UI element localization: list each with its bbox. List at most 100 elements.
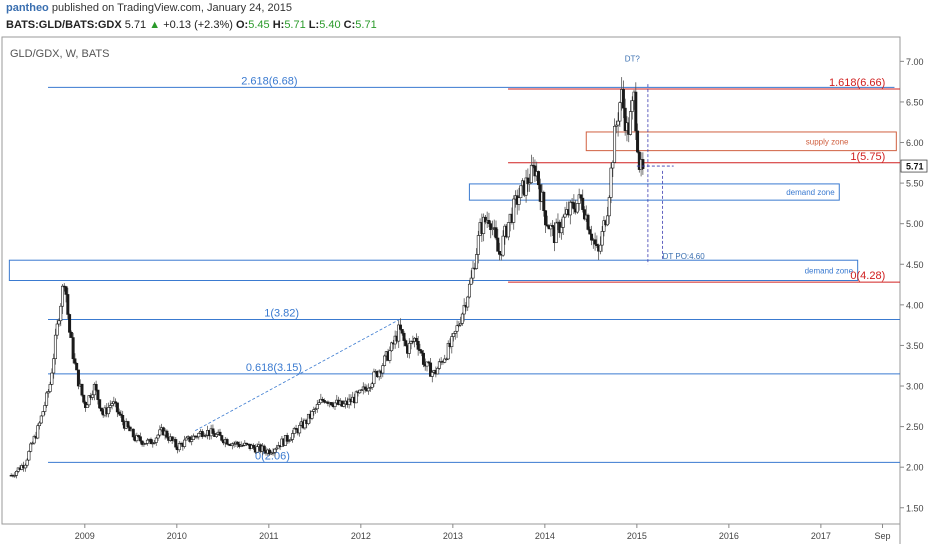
candle-body	[184, 437, 188, 441]
candle-body	[177, 442, 181, 451]
candle-body	[131, 428, 135, 438]
candle-body	[156, 434, 160, 439]
candle-body	[400, 329, 404, 334]
candle-body	[607, 197, 611, 217]
candle-body	[531, 164, 535, 167]
candle-body	[76, 369, 80, 387]
candle-body	[416, 341, 420, 350]
candle-body	[602, 220, 606, 232]
candle-body	[533, 165, 537, 177]
low-value: 5.40	[319, 19, 341, 31]
candle-body	[407, 343, 411, 354]
candle-body	[483, 216, 487, 223]
candle-body	[94, 384, 98, 391]
candle-body	[245, 442, 249, 445]
candle-body	[306, 413, 310, 424]
candle-body	[135, 435, 139, 442]
candle-body	[455, 325, 459, 332]
last-price: 5.71	[124, 19, 147, 31]
candle-body	[303, 419, 307, 429]
candle-body	[287, 440, 291, 442]
high-label: H:	[272, 19, 285, 31]
candle-body	[314, 408, 318, 410]
dt-question-label: DT?	[625, 54, 641, 63]
fib-1-line-label: 1(3.82)	[264, 307, 299, 319]
candle-body	[430, 372, 434, 377]
candle-body	[582, 209, 586, 220]
candle-body	[232, 443, 236, 445]
candle-body	[524, 177, 528, 196]
candle-body	[255, 446, 259, 453]
candle-body	[23, 464, 27, 469]
publisher-username[interactable]: pantheo	[6, 2, 49, 14]
high-value: 5.71	[284, 19, 306, 31]
candle-body	[453, 330, 457, 334]
symbol-quote-line: BATS:GLD/BATS:GDX 5.71 ▲ +0.13 (+2.3%) O…	[6, 19, 377, 31]
candle-body	[462, 304, 466, 315]
candle-body	[82, 394, 86, 403]
candle-body	[634, 91, 638, 132]
candle-body	[154, 437, 158, 443]
candle-body	[598, 244, 602, 252]
candle-body	[43, 405, 47, 412]
low-label: L:	[308, 19, 320, 31]
candle-body	[117, 411, 121, 415]
candle-body	[110, 403, 114, 406]
publish-info: published on TradingView.com, January 24…	[51, 2, 292, 14]
candle-body	[466, 296, 470, 308]
close-label: C:	[343, 19, 356, 31]
candle-body	[225, 439, 229, 445]
candle-body	[414, 337, 418, 342]
candle-body	[75, 362, 79, 371]
candle-body	[600, 231, 604, 246]
candle-body	[30, 442, 34, 445]
candle-body	[590, 233, 594, 241]
candle-body	[579, 194, 583, 199]
candle-body	[427, 361, 431, 364]
candle-body	[593, 239, 597, 245]
candle-body	[73, 358, 77, 364]
candle-body	[517, 197, 521, 205]
candle-body	[360, 389, 364, 391]
demand-zone-upper-label: demand zone	[786, 188, 835, 197]
fib-2618-line-label: 2.618(6.68)	[241, 75, 297, 87]
candle-body	[119, 413, 123, 416]
supply-zone-box[interactable]	[585, 131, 897, 152]
candle-body	[358, 389, 362, 394]
x-tick-label: 2012	[351, 531, 371, 541]
x-tick-label: 2009	[75, 531, 95, 541]
candle-body	[623, 107, 627, 131]
candle-body	[575, 203, 579, 213]
candle-body	[370, 383, 374, 388]
candle-body	[420, 350, 424, 354]
candle-body	[165, 430, 169, 438]
candle-body	[536, 171, 540, 186]
candle-body	[68, 314, 72, 333]
candle-body	[214, 434, 218, 437]
candle-body	[191, 435, 195, 440]
candle-body	[153, 442, 157, 444]
candle-body	[149, 438, 153, 445]
candle-body	[421, 352, 425, 365]
candle-body	[91, 394, 95, 398]
candle-body	[108, 405, 112, 408]
y-tick-label: 4.00	[906, 300, 924, 310]
candle-body	[528, 182, 532, 185]
candle-body	[605, 215, 609, 226]
candle-body	[554, 222, 558, 244]
candle-body	[41, 411, 45, 417]
candle-body	[628, 111, 632, 135]
demand-zone-lower-box[interactable]	[8, 259, 859, 282]
candle-body	[25, 459, 29, 466]
x-tick-label: 2015	[627, 531, 647, 541]
demand-zone-upper-box[interactable]	[468, 183, 840, 201]
candle-body	[312, 409, 316, 412]
candle-body	[55, 323, 59, 336]
candle-body	[273, 448, 277, 453]
candle-body	[158, 429, 162, 436]
candle-body	[50, 372, 54, 385]
candle-body	[482, 216, 486, 234]
trend-projection-line[interactable]	[195, 319, 400, 432]
price-change: +0.13 (+2.3%)	[163, 19, 233, 31]
